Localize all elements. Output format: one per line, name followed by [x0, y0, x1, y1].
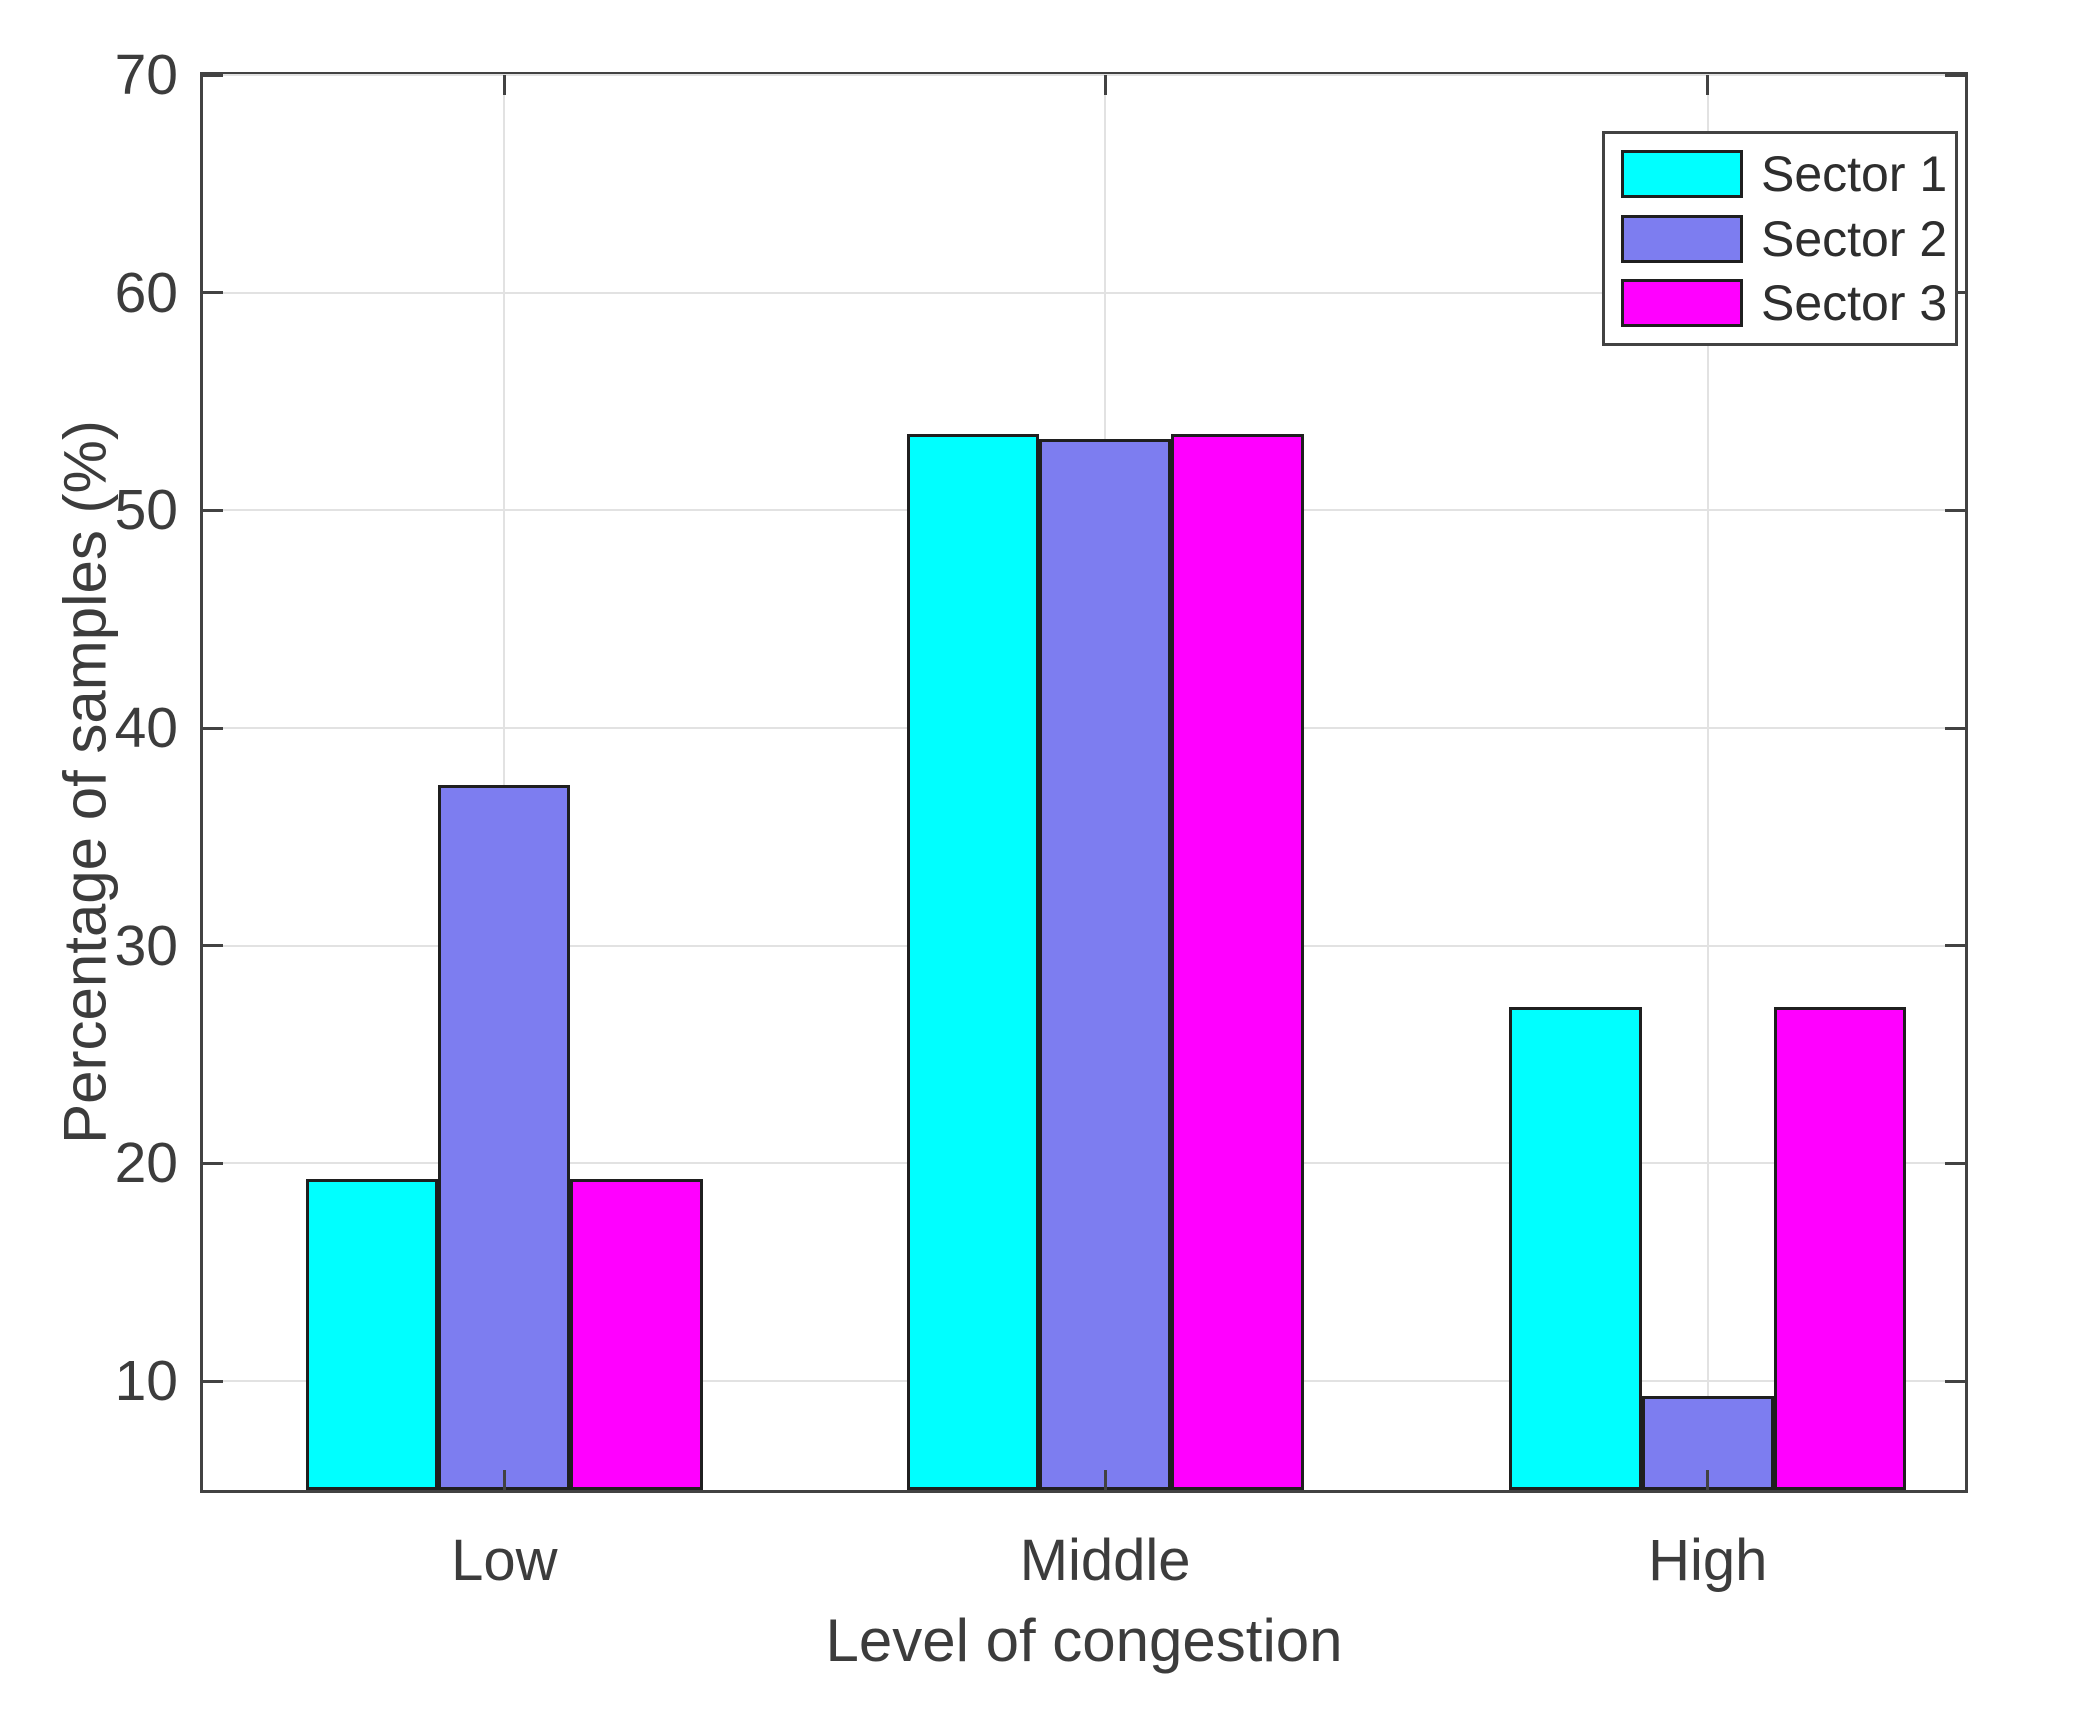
y-tick-label: 70: [114, 43, 178, 107]
x-tick-bottom: [502, 1470, 506, 1490]
bar-sector1-middle: [906, 434, 1039, 1490]
legend-label: Sector 3: [1761, 275, 1948, 332]
legend-item: Sector 2: [1621, 214, 1955, 264]
legend-item: Sector 3: [1621, 278, 1955, 328]
bar-sector2-middle: [1038, 438, 1172, 1490]
bar-sector1-high: [1509, 1006, 1642, 1490]
x-tick-label: High: [1648, 1528, 1768, 1593]
vertical-gridline: [1706, 75, 1709, 1490]
bar-sector3-middle: [1171, 434, 1304, 1490]
bar-sector2-low: [438, 784, 571, 1490]
y-tick-right: [1945, 944, 1965, 948]
x-tick-top: [502, 75, 506, 95]
y-tick-label: 40: [114, 696, 178, 761]
y-tick-left: [203, 944, 223, 948]
legend-label: Sector 1: [1761, 145, 1948, 202]
x-axis-label: Level of congestion: [825, 1607, 1343, 1674]
y-tick-left: [203, 508, 223, 512]
vertical-gridline: [503, 75, 506, 1490]
legend-swatch-sector1: [1621, 149, 1743, 198]
legend-swatch-sector3: [1621, 279, 1743, 328]
x-tick-bottom: [1706, 1470, 1710, 1490]
legend-item: Sector 1: [1621, 149, 1955, 199]
y-tick-right: [1945, 1379, 1965, 1383]
y-tick-left: [203, 1161, 223, 1165]
y-tick-label: 30: [114, 913, 178, 978]
y-tick-right: [1945, 73, 1965, 77]
y-tick-label: 50: [114, 478, 178, 543]
legend-swatch-sector2: [1621, 214, 1743, 263]
y-tick-right: [1945, 508, 1965, 512]
y-tick-left: [203, 726, 223, 730]
y-tick-right: [1945, 726, 1965, 730]
x-tick-bottom: [1103, 1470, 1107, 1490]
y-tick-left: [203, 1379, 223, 1383]
horizontal-gridline: [203, 291, 1965, 294]
x-tick-top: [1706, 75, 1710, 95]
y-tick-right: [1945, 1161, 1965, 1165]
y-tick-label: 60: [114, 260, 178, 325]
y-tick-left: [203, 291, 223, 295]
y-tick-label: 20: [114, 1131, 178, 1196]
bar-sector3-high: [1773, 1006, 1907, 1490]
x-tick-label: Middle: [1019, 1528, 1191, 1593]
legend: Sector 1 Sector 2 Sector 3: [1602, 131, 1958, 346]
legend-label: Sector 2: [1761, 210, 1948, 267]
x-tick-label: Low: [451, 1528, 558, 1593]
y-tick-left: [203, 73, 223, 77]
bar-sector1-low: [305, 1178, 439, 1490]
horizontal-gridline: [203, 74, 1965, 76]
y-tick-label: 10: [114, 1349, 178, 1414]
bar-sector3-low: [570, 1178, 703, 1490]
x-tick-top: [1103, 75, 1107, 95]
